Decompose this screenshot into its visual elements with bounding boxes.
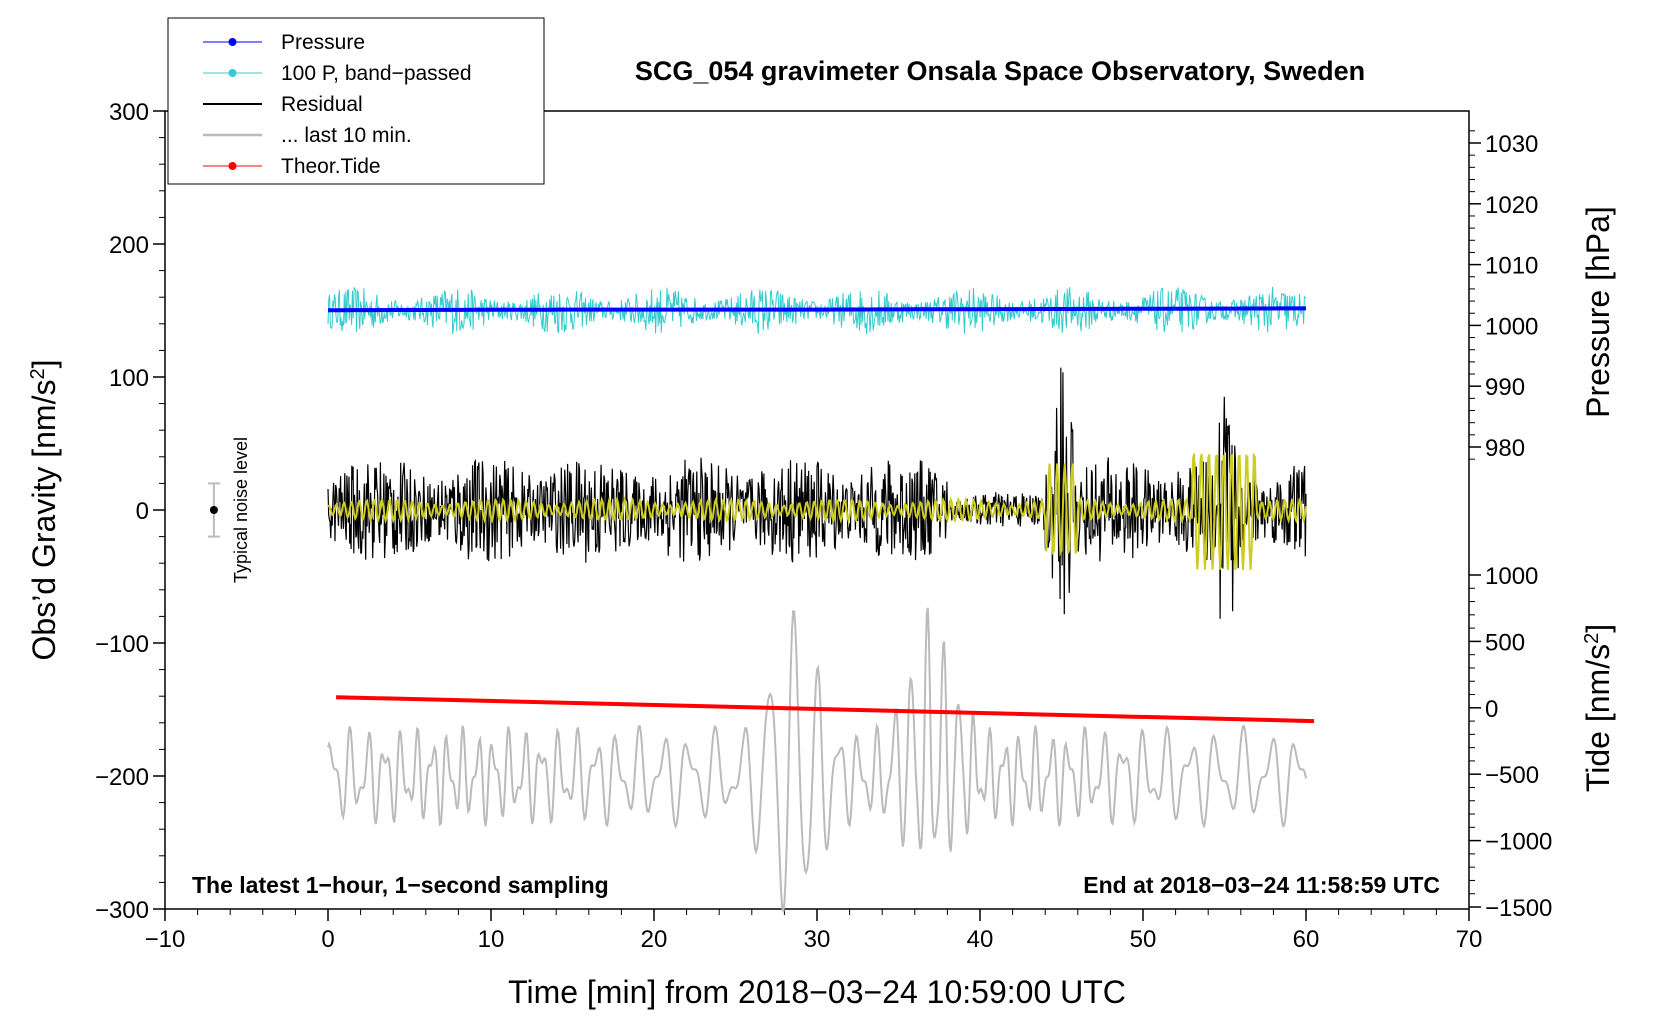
noise-bar	[207, 482, 220, 538]
y-axis-title-left-main: Obs’d Gravity [nm/s	[26, 380, 62, 661]
legend-marker	[228, 69, 237, 77]
axis-ticks: −10 0 10 20 30 40 50 60 70−300−200−1000100200300…	[95, 99, 1552, 953]
x-tick-label: 0	[321, 926, 334, 953]
pressure-tick-label: 980	[1485, 435, 1525, 462]
series-layer	[327, 286, 1315, 912]
y-axis-title-left: Obs’d Gravity [nm/s2]	[26, 360, 62, 661]
legend-marker	[228, 38, 237, 46]
legend-box	[167, 17, 545, 185]
y-axis-title-tide-end: ]	[1580, 624, 1616, 633]
x-tick-label: 30	[804, 926, 831, 953]
y-tick-label: 300	[109, 99, 149, 126]
legend-label: Residual	[281, 93, 363, 116]
y-axis-title-tide-sup: 2	[1581, 633, 1603, 644]
y-axis-title-tide-main: Tide [nm/s	[1580, 644, 1616, 792]
y-axis-title-tide: Tide [nm/s2]	[1580, 624, 1616, 792]
series-residual-filtered	[327, 451, 1307, 570]
y-axis-title-pressure: Pressure [hPa]	[1580, 206, 1616, 418]
pressure-tick-label: 1000	[1485, 313, 1538, 340]
tide-tick-label: 0	[1485, 696, 1498, 723]
pressure-tick-label: 990	[1485, 374, 1525, 401]
pressure-tick-label: 1010	[1485, 253, 1538, 280]
chart-title: SCG_054 gravimeter Onsala Space Observat…	[635, 56, 1365, 86]
legend-marker	[228, 162, 237, 170]
series-pressure	[328, 306, 1306, 313]
legend-label: ... last 10 min.	[281, 124, 412, 147]
y-axis-title-left-end: ]	[26, 360, 62, 369]
y-tick-label: −200	[95, 764, 149, 791]
pressure-tick-label: 1030	[1485, 131, 1538, 158]
x-tick-label: −10	[145, 926, 186, 953]
note-sampling: The latest 1−hour, 1−second sampling	[192, 872, 609, 898]
y-tick-label: 100	[109, 365, 149, 392]
pressure-tick-label: 1020	[1485, 192, 1538, 219]
legend: Pressure 100 P, band−passed Residual ... la…	[167, 17, 545, 185]
y-tick-label: 0	[136, 498, 149, 525]
noise-label: Typical noise level	[231, 437, 251, 583]
series-theoretical-tide	[336, 695, 1315, 724]
tide-tick-label: 1000	[1485, 563, 1538, 590]
legend-label: 100 P, band−passed	[281, 62, 472, 85]
legend-label: Pressure	[281, 31, 365, 54]
x-tick-label: 40	[967, 926, 994, 953]
y-tick-label: 200	[109, 232, 149, 259]
series-last-10-min	[327, 607, 1307, 912]
x-tick-label: 70	[1456, 926, 1483, 953]
tide-tick-label: −1500	[1485, 895, 1552, 922]
tide-tick-label: −500	[1485, 762, 1539, 789]
x-tick-label: 10	[478, 926, 505, 953]
note-end-time: End at 2018−03−24 11:58:59 UTC	[1083, 872, 1440, 898]
y-tick-label: −300	[95, 897, 149, 924]
tide-tick-label: −1000	[1485, 829, 1552, 856]
x-tick-label: 20	[641, 926, 668, 953]
tide-tick-label: 500	[1485, 629, 1525, 656]
x-axis-title: Time [min] from 2018−03−24 10:59:00 UTC	[508, 974, 1126, 1010]
x-tick-label: 60	[1293, 926, 1320, 953]
y-axis-title-left-sup: 2	[27, 368, 49, 379]
series-residual	[327, 367, 1307, 619]
x-tick-label: 50	[1130, 926, 1157, 953]
legend-label: Theor.Tide	[281, 155, 381, 178]
noise-bar-center	[209, 506, 218, 514]
y-tick-label: −100	[95, 631, 149, 658]
